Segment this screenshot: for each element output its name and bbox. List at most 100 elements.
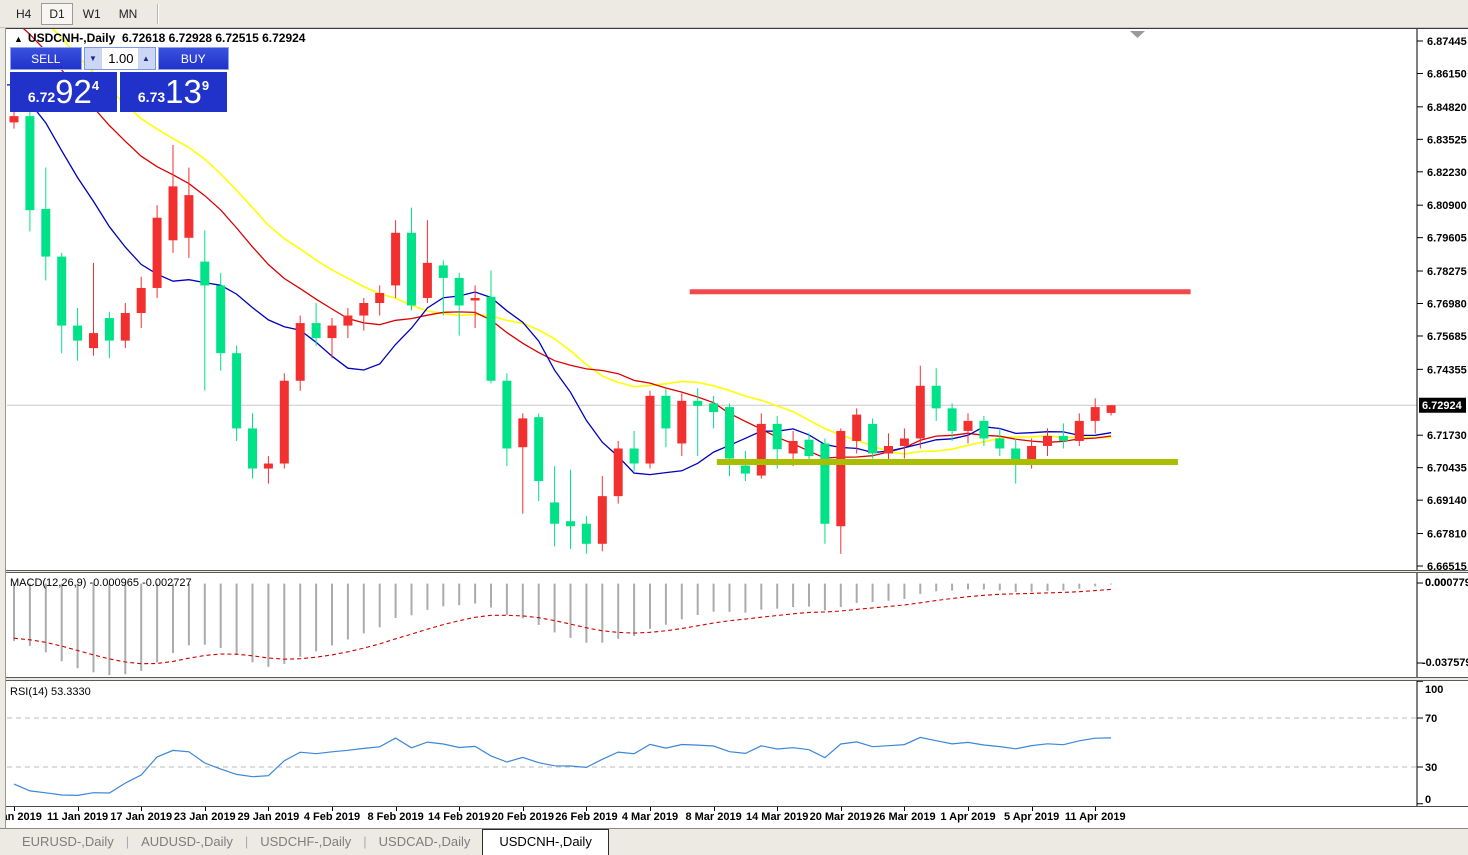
buy-button[interactable]: BUY [157,47,229,70]
panel-splitter-macd[interactable] [0,570,1468,573]
candle [884,433,893,464]
rsi-chart-canvas[interactable]: 100 70 30 0 RSI(14) 53.3330 [6,681,1468,806]
tab-usdcad[interactable]: USDCAD-,Daily [378,834,471,849]
toolbar-separator [157,3,160,24]
candle [820,438,830,544]
svg-text:6.67810: 6.67810 [1427,529,1467,541]
date-label: 29 Jan 2019 [237,811,300,823]
macd-chart-canvas[interactable]: 0.000.000779 -0.037579 MACD(12,26,9) -0.00… [6,573,1468,677]
svg-text:6.69140: 6.69140 [1427,495,1467,507]
candle [502,373,512,467]
candle [438,260,448,316]
candle [1074,413,1084,446]
scroll-to-end-icon[interactable] [1130,31,1145,38]
date-label: 20 Mar 2019 [809,811,872,823]
date-tick [586,807,588,811]
candle [391,220,401,298]
date-label: 4 Feb 2019 [303,811,361,823]
macd-axis-labels: 0.000.000779 -0.037579 [1417,577,1468,669]
sell-price-sup: 4 [91,77,100,93]
timeframe-button-h4[interactable]: H4 [16,6,32,21]
candle [327,318,337,359]
date-label: 14 Feb 2019 [428,811,491,823]
candle [25,111,35,232]
candle [740,450,750,482]
candle [931,368,941,421]
panel-splitter-rsi[interactable] [0,677,1468,681]
tab-usdchf[interactable]: USDCHF-,Daily [260,834,352,849]
timeframe-button-mn[interactable]: MN [118,6,138,21]
macd-indicator-panel[interactable]: 0.00 0.000779 -0.037579 MACD(12,26,9) -0.00… [6,573,1468,677]
svg-text:6.79605: 6.79605 [1427,233,1467,245]
tab-usdcnh-active[interactable]: USDCNH-,Daily [482,829,609,855]
price-chart-panel[interactable]: 6.87445 6.86150 6.84820 6.83525 6.82230 6.809… [6,28,1468,571]
svg-text:6.83525: 6.83525 [1427,134,1467,146]
date-tick [395,807,397,811]
date-label: 14 Mar 2019 [745,811,809,823]
chart-ohlc-values: 6.72618 6.72928 6.72515 6.72924 [121,31,306,45]
buy-price-quote[interactable]: 6.73 13 9 [120,72,227,112]
svg-text:6.78275: 6.78275 [1427,266,1467,278]
date-tick [522,807,524,811]
rsi-axis-labels: 100 70 30 0 [1417,681,1443,806]
sell-price-quote[interactable]: 6.72 92 4 [10,72,117,112]
buy-price-prefix: 6.73 [137,89,166,105]
timeframe-button-d1[interactable]: D1 [41,2,73,25]
timeframe-button-w1[interactable]: W1 [82,6,101,21]
timeframe-toolbar: H4 D1 W1 MN [0,0,1468,28]
candle [661,388,671,448]
candle [566,469,575,549]
sell-button[interactable]: SELL [10,47,82,70]
date-label: 23 Jan 2019 [173,811,236,823]
volume-increase-icon[interactable]: ▲ [137,48,155,69]
svg-text:6.84820: 6.84820 [1427,102,1467,114]
sell-price-big: 92 [55,73,92,110]
candle [454,272,464,336]
candle [645,390,655,469]
chart-title: ▲ USDCNH-,Daily 6.72618 6.72928 6.72515 6… [14,31,305,45]
candle [995,428,1005,457]
svg-text:6.75685: 6.75685 [1427,331,1467,343]
rsi-indicator-panel[interactable]: 100 70 30 0 RSI(14) 53.3330 [6,681,1468,806]
chart-tab-bar: EURUSD-,Daily | AUDUSD-,Daily | USDCHF-,… [0,828,1468,855]
candle [1090,398,1100,434]
svg-text:MACD(12,26,9) -0.000965 -0.002: MACD(12,26,9) -0.000965 -0.002727 [10,577,192,589]
candle [295,315,305,391]
svg-text:6.76980: 6.76980 [1427,299,1467,311]
ma-line-26 [52,29,1112,455]
tab-eurusd[interactable]: EURUSD-,Daily [22,834,114,849]
candle [550,466,560,547]
date-label: 7 Jan 2019 [0,811,42,823]
date-label: 26 Mar 2019 [873,811,936,823]
date-tick [141,807,143,811]
candle [407,207,416,311]
tab-separator: | [244,834,249,849]
volume-stepper: ▼ ▲ [83,47,156,70]
date-label: 5 Apr 2019 [1003,811,1060,823]
chart-symbol-label: USDCNH-,Daily [27,31,116,45]
svg-text:RSI(14) 53.3330: RSI(14) 53.3330 [10,686,91,698]
candle [136,276,146,329]
candle [725,403,734,477]
candle [279,373,289,469]
candle [947,403,957,441]
candle [311,302,321,346]
tab-audusd[interactable]: AUDUSD-,Daily [141,834,233,849]
date-tick [1095,807,1097,811]
collapse-triangle-icon[interactable]: ▲ [14,34,23,44]
window-left-edge [0,28,6,828]
date-tick [14,807,15,811]
candlestick-chart-canvas[interactable]: 6.87445 6.86150 6.84820 6.83525 6.82230 6.809… [6,29,1468,571]
volume-decrease-icon[interactable]: ▼ [84,48,102,69]
rsi-line [13,736,1112,797]
candle [963,413,973,444]
candle [263,456,273,484]
candle [613,440,623,504]
svg-text:6.72924: 6.72924 [1422,400,1463,412]
volume-input[interactable] [101,48,138,69]
date-tick [713,807,715,811]
candle [1106,405,1116,416]
date-label: 17 Jan 2019 [110,811,173,823]
